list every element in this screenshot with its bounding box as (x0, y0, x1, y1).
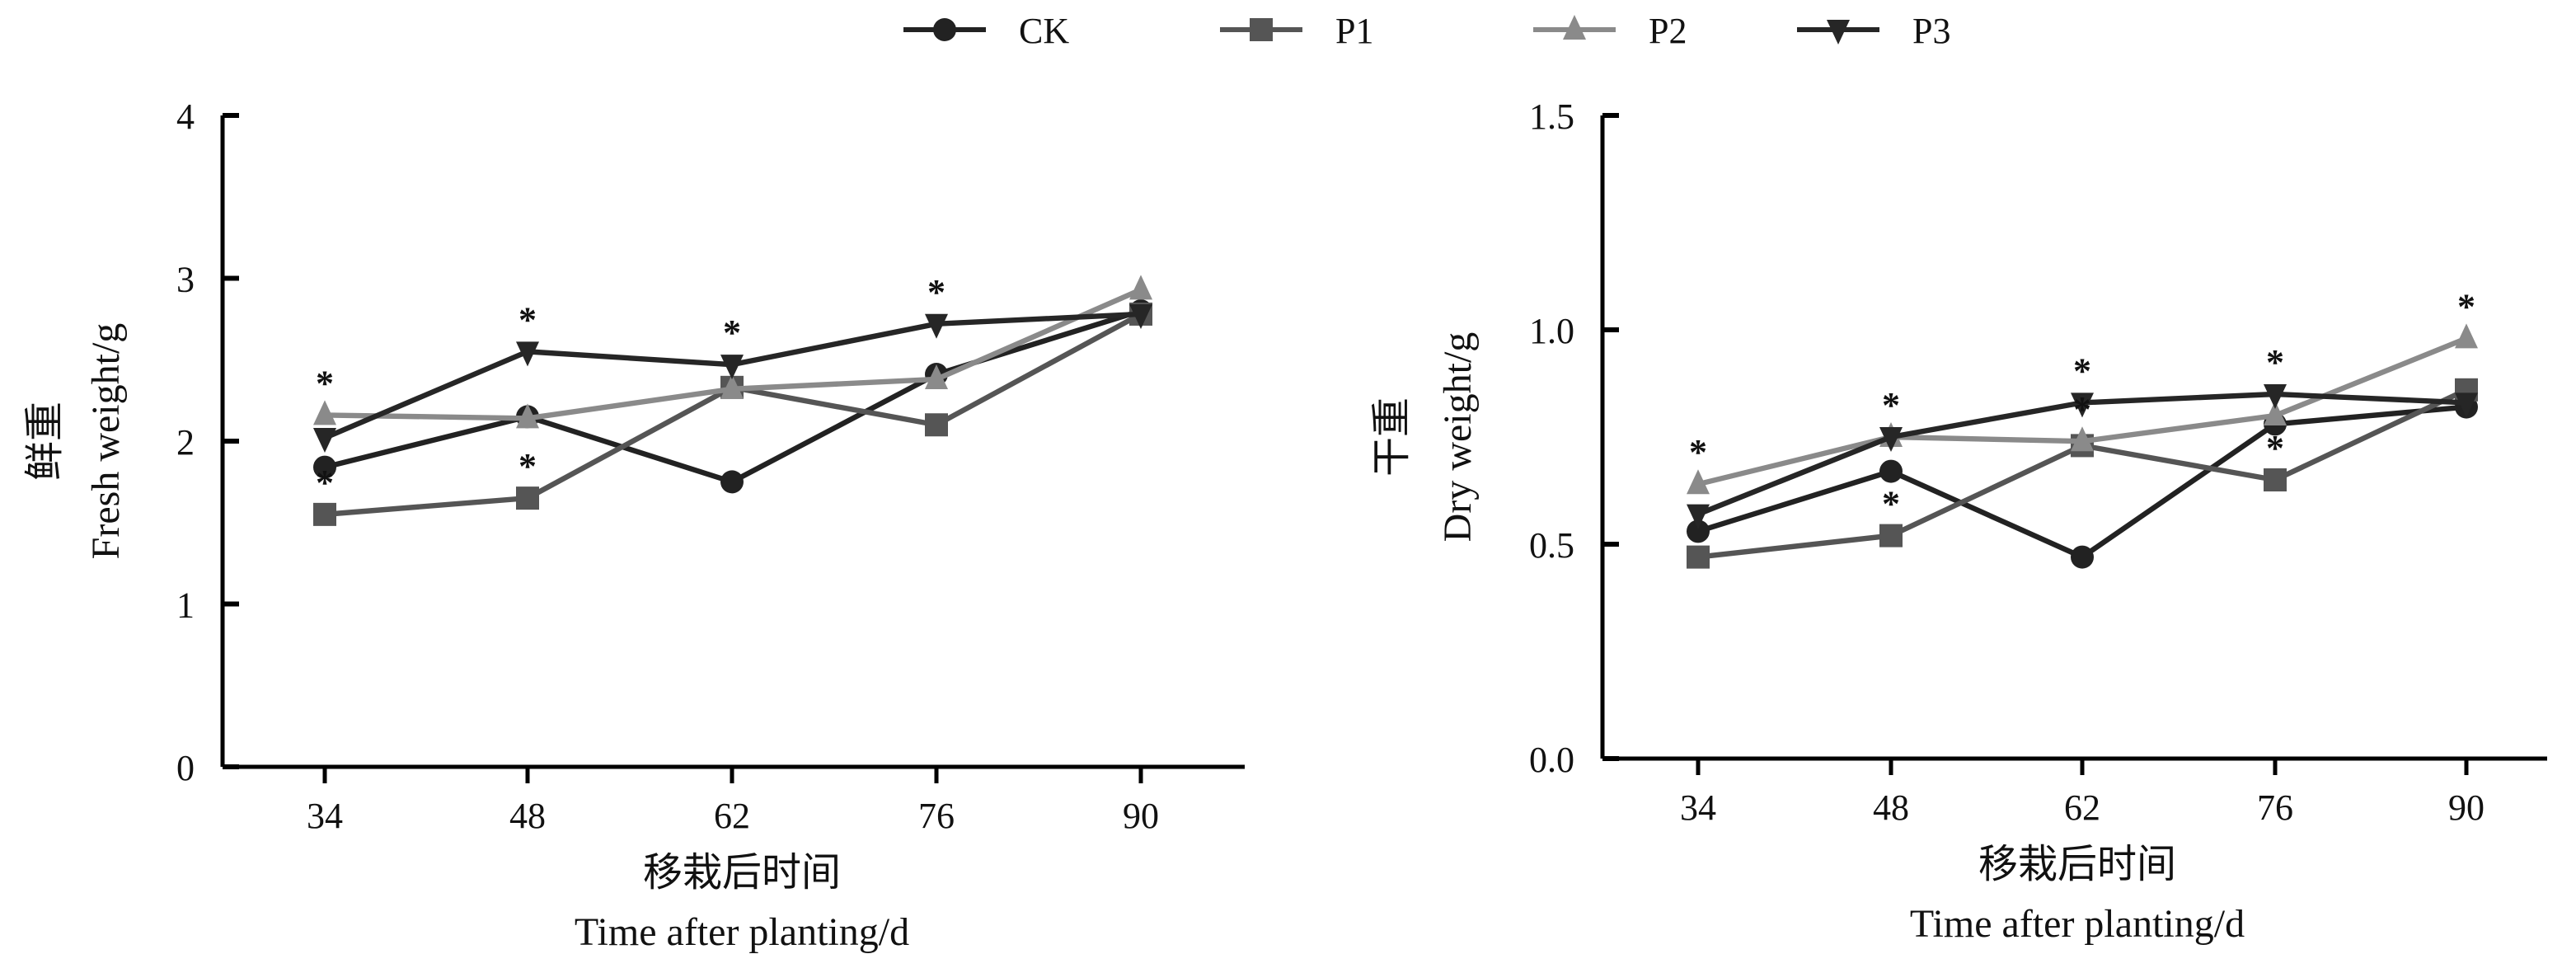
data-point (1879, 427, 1903, 452)
data-point (720, 355, 744, 380)
data-point (2071, 426, 2094, 452)
data-point (2455, 323, 2478, 349)
data-point (2071, 392, 2094, 418)
significance-marker: * (518, 299, 537, 340)
data-point (2264, 468, 2287, 491)
data-point (720, 374, 744, 399)
x-tick-label: 48 (509, 796, 546, 836)
legend-item-p3: P3 (1797, 11, 1950, 51)
data-point (2264, 401, 2287, 425)
data-point (2455, 392, 2478, 418)
data-point (925, 364, 948, 389)
legend-label: P1 (1335, 11, 1373, 51)
x-tick-label: 76 (2257, 787, 2293, 828)
legend-marker-square-icon (1250, 18, 1273, 41)
data-point (1687, 545, 1710, 569)
data-point (313, 455, 336, 479)
y-tick-label: 0.5 (1529, 525, 1574, 566)
x-tick-label: 90 (2448, 787, 2485, 828)
data-point (925, 313, 948, 339)
data-point (1129, 275, 1152, 300)
significance-marker: * (2073, 350, 2091, 391)
data-point (516, 403, 539, 429)
y-tick-label: 4 (176, 96, 195, 137)
legend: CK P1 P2 P3 (903, 11, 1950, 51)
data-point (1687, 469, 1710, 495)
x-tick-label: 62 (2064, 787, 2100, 828)
x-axis-label-cn: 移栽后时间 (643, 851, 841, 895)
series-p3 (1687, 384, 2478, 529)
x-tick-label: 62 (714, 796, 750, 836)
legend-label: CK (1019, 11, 1069, 51)
significance-marker: * (2073, 389, 2091, 430)
legend-label: P3 (1912, 11, 1950, 51)
data-point (925, 413, 948, 437)
y-tick-label: 2 (176, 422, 195, 463)
significance-marker: * (2266, 428, 2284, 468)
y-axis-label-cn: 鲜重 (23, 402, 67, 481)
legend-marker-triangle-up-icon (1563, 15, 1586, 40)
x-axis-label: Time after planting/d (575, 910, 909, 954)
x-tick-label: 48 (1873, 787, 1909, 828)
legend-item-p2: P2 (1533, 11, 1687, 51)
data-point (516, 486, 539, 510)
data-point (720, 470, 744, 494)
significance-marker: * (723, 313, 741, 353)
significance-marker: * (1882, 385, 1900, 425)
y-axis-label: Fresh weight/g (84, 323, 128, 560)
legend-item-p1: P1 (1220, 11, 1373, 51)
y-tick-label: 3 (176, 260, 195, 300)
dry-weight-chart: 0.0 0.5 1.0 1.5 34 48 62 76 90 干重 Dry weight/g 移栽后时… (1370, 96, 2547, 946)
y-tick-label: 0.0 (1529, 740, 1574, 780)
data-point (1687, 519, 1710, 543)
data-point (2071, 545, 2094, 569)
significance-marker: * (518, 446, 537, 486)
data-point (1129, 303, 1152, 329)
legend-marker-circle-icon (933, 18, 956, 41)
x-tick-label: 90 (1123, 796, 1159, 836)
x-tick-label: 76 (918, 796, 955, 836)
y-axis-label-cn: 干重 (1370, 397, 1414, 477)
legend-item-ck: CK (903, 11, 1069, 51)
significance-marker: * (1689, 432, 1707, 472)
data-point (1879, 524, 1903, 547)
series-p2 (313, 275, 1152, 429)
x-tick-label: 34 (1680, 787, 1716, 828)
data-point (313, 502, 336, 526)
significance-marker: * (2457, 286, 2475, 327)
data-point (516, 341, 539, 367)
data-point (1879, 459, 1903, 483)
significance-marker: * (316, 463, 334, 503)
significance-marker: * (2266, 342, 2284, 383)
y-axis-label: Dry weight/g (1436, 332, 1480, 543)
legend-marker-triangle-down-icon (1827, 20, 1850, 45)
series-p3 (313, 303, 1152, 454)
x-tick-label: 34 (307, 796, 343, 836)
y-tick-label: 1 (176, 585, 195, 626)
x-axis-label-cn: 移栽后时间 (1978, 843, 2176, 886)
series-line (324, 287, 1143, 421)
significance-marker: * (927, 272, 945, 313)
data-point (313, 400, 336, 425)
y-tick-label: 1.0 (1529, 311, 1574, 351)
legend-label: P2 (1649, 11, 1687, 51)
y-tick-label: 0 (176, 748, 195, 788)
data-point (313, 428, 336, 454)
data-point (2264, 384, 2287, 409)
data-point (1687, 504, 1710, 529)
x-axis-label: Time after planting/d (1910, 902, 2245, 946)
series-p2 (1687, 323, 2478, 495)
significance-marker: * (1882, 484, 1900, 524)
significance-marker: * (316, 363, 334, 403)
y-tick-label: 1.5 (1529, 96, 1574, 137)
